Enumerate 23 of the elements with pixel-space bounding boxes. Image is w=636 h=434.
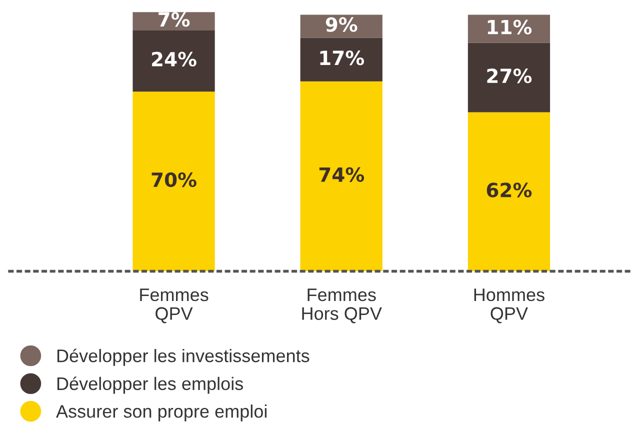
data-label: 17% — [320, 50, 364, 66]
x-tick-label: Femmes Hors QPV — [302, 288, 382, 324]
data-label: 7% — [158, 12, 190, 27]
x-tick-label: Femmes QPV — [140, 288, 208, 324]
x-tick-label: Hommes QPV — [474, 288, 544, 324]
legend-label: Assurer son propre emploi — [56, 404, 267, 422]
bar — [468, 14, 550, 43]
data-label: 24% — [152, 52, 196, 67]
data-label: 27% — [487, 68, 532, 84]
data-label: 11% — [488, 20, 532, 34]
bar — [300, 38, 382, 82]
legend-label: Développer les investissements — [57, 348, 310, 366]
data-label: 70% — [152, 172, 196, 188]
data-label: 74% — [319, 167, 364, 182]
bar — [132, 92, 215, 272]
bar — [300, 14, 382, 38]
bar — [132, 30, 215, 92]
bar — [468, 42, 550, 112]
data-label: 62% — [486, 182, 532, 198]
bar — [300, 81, 382, 272]
data-label: 9% — [326, 17, 358, 32]
bar — [468, 112, 550, 272]
legend-label: Développer les emplois — [57, 376, 243, 394]
